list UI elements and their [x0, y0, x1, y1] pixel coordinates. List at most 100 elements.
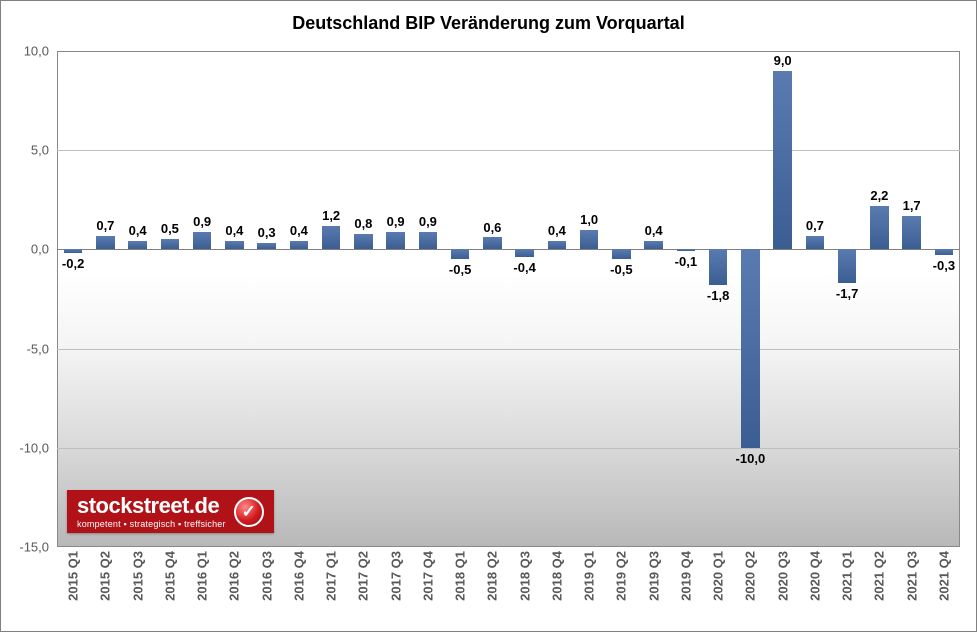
- x-tick-label: 2020 Q2: [743, 551, 758, 601]
- bar-value-label: -1,7: [836, 286, 858, 301]
- bar: [741, 249, 760, 447]
- bar: [838, 249, 857, 283]
- logo-tagline: kompetent ▪ strategisch ▪ treffsicher: [77, 520, 226, 529]
- bar-slot: 2,2: [863, 51, 895, 547]
- y-tick-label: 0,0: [31, 242, 49, 257]
- bar-slot: -10,0: [734, 51, 766, 547]
- x-tick-label: 2019 Q1: [582, 551, 597, 601]
- bar: [96, 236, 115, 250]
- bar: [548, 241, 567, 249]
- bar-slot: -0,3: [928, 51, 960, 547]
- bar-value-label: 0,4: [645, 223, 663, 238]
- x-tick-label: 2020 Q1: [711, 551, 726, 601]
- bar-value-label: 1,2: [322, 208, 340, 223]
- bar-slot: 0,4: [122, 51, 154, 547]
- bar-value-label: -1,8: [707, 288, 729, 303]
- bar-slot: -0,4: [509, 51, 541, 547]
- bar-value-label: 0,4: [225, 223, 243, 238]
- x-tick-label: 2020 Q4: [807, 551, 822, 601]
- bar: [773, 71, 792, 250]
- x-tick-label: 2021 Q4: [936, 551, 951, 601]
- x-tick-label: 2017 Q2: [356, 551, 371, 601]
- bar-slot: 0,9: [186, 51, 218, 547]
- bar-value-label: 0,6: [483, 220, 501, 235]
- chart-title: Deutschland BIP Veränderung zum Vorquart…: [1, 1, 976, 44]
- bar-slot: 1,2: [315, 51, 347, 547]
- chart-container: Deutschland BIP Veränderung zum Vorquart…: [0, 0, 977, 632]
- bar-slot: 0,7: [89, 51, 121, 547]
- x-tick-label: 2017 Q3: [388, 551, 403, 601]
- x-tick-label: 2016 Q3: [259, 551, 274, 601]
- x-tick-label: 2019 Q2: [614, 551, 629, 601]
- bar-value-label: 0,3: [258, 225, 276, 240]
- bar: [483, 237, 502, 249]
- x-tick-label: 2015 Q4: [162, 551, 177, 601]
- bar-value-label: -0,2: [62, 256, 84, 271]
- bar-slot: -0,5: [444, 51, 476, 547]
- x-tick-label: 2019 Q4: [678, 551, 693, 601]
- bar-slot: 0,4: [541, 51, 573, 547]
- x-tick-label: 2015 Q2: [98, 551, 113, 601]
- bar-slot: -0,1: [670, 51, 702, 547]
- bar: [451, 249, 470, 259]
- bar: [870, 206, 889, 250]
- y-tick-label: -15,0: [19, 540, 49, 555]
- bar: [709, 249, 728, 285]
- bar-value-label: -0,5: [610, 262, 632, 277]
- bar: [902, 216, 921, 250]
- y-tick-label: 5,0: [31, 143, 49, 158]
- bar-value-label: 0,9: [193, 214, 211, 229]
- plot-area: -15,0-10,0-5,00,05,010,0 -0,20,70,40,50,…: [57, 51, 960, 547]
- logo-domain: stockstreet.de: [77, 495, 226, 517]
- x-tick-label: 2018 Q4: [549, 551, 564, 601]
- x-tick-label: 2015 Q3: [130, 551, 145, 601]
- bar-slot: 0,4: [218, 51, 250, 547]
- bar-value-label: 0,8: [354, 216, 372, 231]
- bar-value-label: 0,5: [161, 221, 179, 236]
- bar-value-label: -0,1: [675, 254, 697, 269]
- x-tick-label: 2019 Q3: [646, 551, 661, 601]
- bar-slot: -0,2: [57, 51, 89, 547]
- x-tick-label: 2021 Q3: [904, 551, 919, 601]
- bar-slot: 1,0: [573, 51, 605, 547]
- bar: [225, 241, 244, 249]
- x-tick-label: 2018 Q3: [517, 551, 532, 601]
- bars-group: -0,20,70,40,50,90,40,30,41,20,80,90,9-0,…: [57, 51, 960, 547]
- bar-value-label: -0,3: [933, 258, 955, 273]
- x-tick-label: 2021 Q2: [872, 551, 887, 601]
- bar-value-label: -10,0: [736, 451, 766, 466]
- bar-slot: 0,9: [380, 51, 412, 547]
- bar-value-label: 0,4: [129, 223, 147, 238]
- bar: [193, 232, 212, 250]
- bar: [290, 241, 309, 249]
- x-axis-labels: 2015 Q12015 Q22015 Q32015 Q42016 Q12016 …: [57, 549, 960, 629]
- bar-slot: 0,9: [412, 51, 444, 547]
- bar-slot: 0,7: [799, 51, 831, 547]
- x-tick-label: 2017 Q4: [420, 551, 435, 601]
- bar: [128, 241, 147, 249]
- bar-value-label: 2,2: [870, 188, 888, 203]
- bar-slot: 0,4: [638, 51, 670, 547]
- bar-value-label: 1,0: [580, 212, 598, 227]
- bar: [386, 232, 405, 250]
- bar: [935, 249, 954, 255]
- bar: [644, 241, 663, 249]
- x-tick-label: 2021 Q1: [840, 551, 855, 601]
- bar-value-label: 0,9: [387, 214, 405, 229]
- bar-value-label: 0,7: [806, 218, 824, 233]
- bar-slot: 0,3: [251, 51, 283, 547]
- x-tick-label: 2017 Q1: [324, 551, 339, 601]
- bar: [257, 243, 276, 249]
- bar-value-label: -0,4: [513, 260, 535, 275]
- bar: [580, 230, 599, 250]
- checkmark-icon: ✓: [234, 497, 264, 527]
- bar: [806, 236, 825, 250]
- bar-slot: 0,4: [283, 51, 315, 547]
- y-tick-label: 10,0: [24, 44, 49, 59]
- bar-slot: 0,5: [154, 51, 186, 547]
- bar-slot: -1,7: [831, 51, 863, 547]
- bar-slot: 1,7: [896, 51, 928, 547]
- bar-value-label: 0,4: [548, 223, 566, 238]
- bar: [677, 249, 696, 251]
- bar: [322, 226, 341, 250]
